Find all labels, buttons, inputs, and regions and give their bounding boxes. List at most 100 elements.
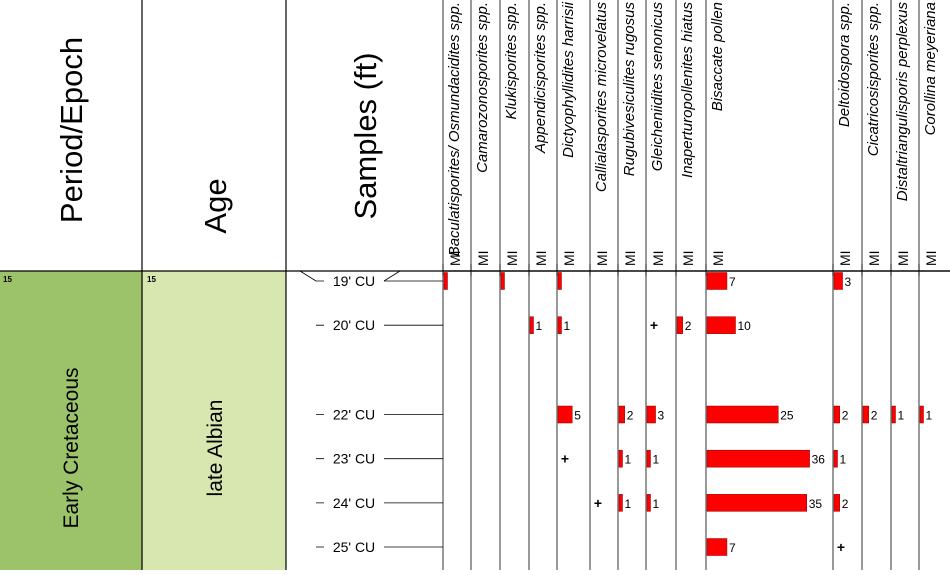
taxon-label: Rugubivesiculites rugosus bbox=[621, 2, 638, 177]
sample-connector bbox=[299, 270, 317, 282]
abundance-bar bbox=[529, 316, 534, 334]
abundance-bar bbox=[500, 272, 505, 290]
sample-label: 23' CU bbox=[333, 451, 375, 467]
taxon-label: Cicatricosisporites spp. bbox=[865, 2, 882, 156]
bar-value-label: 25 bbox=[780, 409, 794, 423]
bar-value-label: 1 bbox=[625, 453, 632, 467]
abundance-bar bbox=[706, 494, 807, 512]
column-base-label: MI bbox=[622, 250, 638, 266]
bar-value-label: 7 bbox=[729, 541, 736, 555]
taxon-label: Appendicisporites spp. bbox=[532, 2, 549, 154]
abundance-bars: 115++2113111+27102536357353212++211 bbox=[443, 272, 933, 556]
abundance-bar bbox=[706, 316, 736, 334]
abundance-bar bbox=[618, 405, 625, 424]
sample-label-bg bbox=[324, 450, 384, 467]
taxon-label: Callialasporites microvelatus bbox=[593, 2, 610, 193]
taxon-label: Inaperturopollenites hiatus bbox=[679, 2, 696, 178]
samples-header: Samples (ft) bbox=[348, 52, 383, 219]
presence-marker: + bbox=[650, 317, 658, 333]
bar-value-label: 3 bbox=[845, 275, 852, 289]
bar-value-label: 5 bbox=[574, 409, 581, 423]
age-zone-fill bbox=[142, 271, 286, 570]
taxon-label: Corollina meyeriana bbox=[922, 2, 939, 135]
bar-value-label: 2 bbox=[627, 409, 634, 423]
abundance-bar bbox=[833, 405, 840, 424]
taxon-label: Deltoidospora spp. bbox=[836, 2, 853, 127]
abundance-bar bbox=[706, 538, 728, 556]
column-base-label: MI bbox=[895, 250, 911, 266]
abundance-bar bbox=[919, 405, 924, 424]
period-zone-name: Early Cretaceous bbox=[60, 367, 83, 528]
presence-marker: + bbox=[837, 539, 845, 555]
column-base-label: MI bbox=[533, 250, 549, 266]
bar-value-label: 1 bbox=[840, 453, 847, 467]
abundance-bar bbox=[618, 494, 623, 512]
bar-value-label: 1 bbox=[625, 497, 632, 511]
bar-value-label: 35 bbox=[809, 497, 823, 511]
column-base-label: MI bbox=[475, 250, 491, 266]
bar-value-label: 7 bbox=[729, 275, 736, 289]
sample-label-bg bbox=[324, 494, 384, 511]
sample-label: 24' CU bbox=[333, 495, 375, 511]
column-base-label: MI bbox=[866, 250, 882, 266]
bar-value-label: 2 bbox=[842, 497, 849, 511]
abundance-bar bbox=[706, 405, 779, 424]
sample-label: 25' CU bbox=[333, 539, 375, 555]
taxon-label: Klukisporites spp. bbox=[503, 2, 520, 120]
taxon-label: Baculatisporites/ Osmundacidites spp. bbox=[446, 2, 463, 256]
sample-label: 19' CU bbox=[333, 273, 375, 289]
bar-value-label: 10 bbox=[738, 319, 752, 333]
bar-value-label: 2 bbox=[871, 409, 878, 423]
abundance-bar bbox=[706, 272, 728, 290]
sample-label: 20' CU bbox=[333, 317, 375, 333]
abundance-bar bbox=[557, 405, 573, 424]
abundance-bar bbox=[646, 405, 656, 424]
taxon-label: Distaltriangulisporis perplexus bbox=[894, 2, 911, 202]
taxa-columns: Baculatisporites/ Osmundacidites spp.MIC… bbox=[442, 0, 950, 570]
bar-value-label: 3 bbox=[658, 409, 665, 423]
bar-value-label: 2 bbox=[842, 409, 849, 423]
sample-label-bg bbox=[324, 317, 384, 334]
column-base-label: MI bbox=[680, 250, 696, 266]
abundance-bar bbox=[706, 449, 810, 468]
column-base-label: MI bbox=[710, 250, 726, 266]
age-header: Age bbox=[198, 178, 233, 233]
abundance-bar bbox=[646, 494, 651, 512]
column-base-label: MI bbox=[561, 250, 577, 266]
bar-value-label: 1 bbox=[653, 497, 660, 511]
abundance-bar bbox=[557, 316, 562, 334]
taxon-label: Gleicheniidites senonicus bbox=[649, 2, 666, 172]
abundance-bar bbox=[618, 449, 623, 468]
age-zone-name: late Albian bbox=[204, 400, 227, 497]
sample-connector bbox=[383, 270, 401, 282]
column-base-label: MI bbox=[504, 250, 520, 266]
abundance-bar bbox=[646, 449, 651, 468]
bar-value-label: 36 bbox=[812, 453, 826, 467]
bar-value-label: 1 bbox=[536, 319, 543, 333]
taxon-label: Dictyophyllidites harrisii bbox=[560, 1, 577, 158]
period-zone-fill bbox=[0, 271, 142, 570]
abundance-bar bbox=[833, 272, 843, 290]
presence-marker: + bbox=[594, 495, 602, 511]
bar-value-label: 2 bbox=[685, 319, 692, 333]
sample-label-bg bbox=[324, 539, 384, 556]
abundance-bar bbox=[443, 272, 448, 290]
bar-value-label: 1 bbox=[564, 319, 571, 333]
sample-label-bg bbox=[324, 406, 384, 423]
column-base-label: MI bbox=[650, 250, 666, 266]
abundance-bar bbox=[862, 405, 869, 424]
abundance-bar bbox=[833, 449, 838, 468]
period-zone-code: 15 bbox=[3, 275, 12, 284]
abundance-bar bbox=[557, 272, 562, 290]
taxon-label: Camarozonosporites spp. bbox=[474, 2, 491, 173]
age-zone-code: 15 bbox=[147, 275, 156, 284]
column-base-label: MI bbox=[923, 250, 939, 266]
sample-label: 22' CU bbox=[333, 407, 375, 423]
sample-label-bg bbox=[324, 273, 384, 289]
period-epoch-header: Period/Epoch bbox=[54, 37, 89, 223]
column-base-label: MI bbox=[447, 250, 463, 266]
abundance-bar bbox=[891, 405, 896, 424]
